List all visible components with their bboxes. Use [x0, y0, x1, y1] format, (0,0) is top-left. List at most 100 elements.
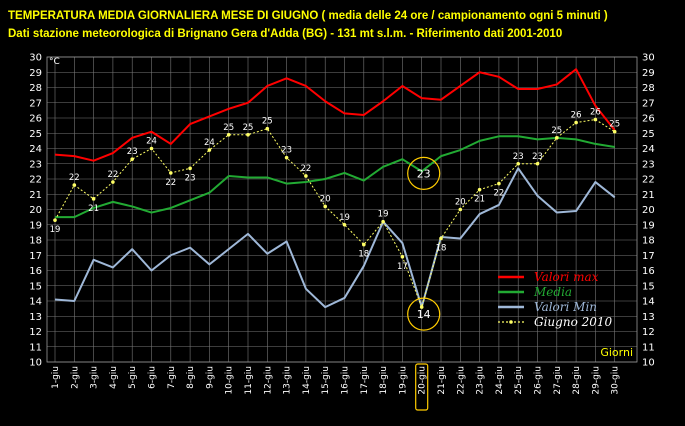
x-tick-label: 2-giu [70, 366, 80, 389]
data-point-giugno2010 [555, 136, 559, 140]
legend-label-giugno2010: Giugno 2010 [534, 315, 613, 329]
x-tick-label: 20-giu [418, 366, 428, 395]
data-point-giugno2010 [323, 204, 328, 209]
y-tick-label-left: 23 [29, 159, 42, 170]
x-tick-label: 15-giu [321, 366, 331, 395]
x-tick-label: 19-giu [398, 366, 408, 395]
x-tick-label: 12-giu [263, 366, 273, 395]
y-tick-label-left: 21 [29, 190, 42, 201]
y-tick-label-left: 16 [29, 266, 42, 277]
x-tick-label: 1-giu [51, 366, 61, 389]
callout-circle [407, 297, 441, 331]
y-tick-label-right: 17 [642, 251, 655, 262]
y-tick-label-left: 19 [29, 220, 42, 231]
data-label: 22 [69, 173, 80, 183]
x-tick-label: 17-giu [360, 366, 370, 395]
x-tick-label: 18-giu [379, 366, 389, 395]
x-tick-label: 8-giu [186, 366, 196, 389]
data-label: 25 [223, 123, 234, 133]
y-tick-label-right: 12 [642, 327, 655, 338]
y-tick-label-right: 20 [642, 205, 655, 216]
data-point-giugno2010 [535, 161, 540, 166]
y-tick-label-right: 26 [642, 114, 655, 125]
x-tick-label: 7-giu [167, 366, 177, 389]
y-tick-label-left: 29 [29, 68, 42, 79]
data-point-giugno2010 [53, 218, 57, 222]
x-tick-label: 29-giu [591, 366, 601, 395]
y-tick-label-right: 21 [642, 190, 655, 201]
x-tick-label: 13-giu [283, 366, 293, 395]
series-line-min [54, 167, 616, 309]
data-label: 22 [165, 178, 176, 188]
data-label: 23 [127, 147, 138, 157]
y-tick-label-left: 24 [29, 144, 42, 155]
data-point-giugno2010 [91, 197, 96, 201]
y-tick-label-right: 16 [642, 266, 655, 277]
data-label: 23 [185, 173, 196, 183]
y-tick-label-left: 26 [29, 114, 42, 125]
data-point-giugno2010 [265, 126, 270, 131]
x-tick-label: 22-giu [456, 366, 466, 395]
data-point-giugno2010 [477, 187, 482, 192]
series-line-media [55, 135, 615, 219]
data-label: 25 [609, 120, 620, 130]
y-tick-label-right: 19 [642, 220, 655, 231]
legend-label-media: Media [533, 285, 572, 299]
y-tick-label-right: 18 [642, 236, 655, 247]
data-label: 18 [436, 243, 447, 253]
y-tick-label-left: 20 [29, 205, 42, 216]
callout-value: 23 [417, 167, 431, 180]
x-tick-label: 23-giu [476, 366, 486, 395]
data-label: 26 [590, 108, 601, 118]
y-tick-label-left: 15 [29, 281, 42, 292]
data-label: 22 [493, 189, 504, 199]
y-tick-label-right: 30 [642, 53, 655, 64]
callout-circle [407, 156, 441, 190]
legend-label-min: Valori Min [534, 300, 597, 314]
unit-label: °C [49, 57, 60, 67]
data-point-giugno2010 [226, 132, 231, 137]
y-tick-label-left: 12 [29, 327, 42, 338]
x-axis-label: Giorni [600, 346, 633, 359]
data-point-giugno2010 [458, 207, 463, 212]
y-tick-label-right: 24 [642, 144, 655, 155]
data-label: 19 [50, 225, 61, 235]
y-tick-label-left: 27 [29, 98, 42, 109]
data-label: 23 [513, 152, 524, 162]
data-label: 21 [88, 204, 99, 214]
legend-marker [509, 320, 513, 324]
y-tick-label-left: 17 [29, 251, 42, 262]
chart-title: TEMPERATURA MEDIA GIORNALIERA MESE DI GI… [8, 10, 608, 22]
data-point-giugno2010 [207, 148, 212, 152]
x-tick-label: 25-giu [514, 366, 524, 395]
data-label: 23 [281, 146, 292, 156]
data-label: 25 [551, 126, 562, 136]
data-point-giugno2010 [439, 236, 443, 241]
data-point-giugno2010 [574, 120, 578, 125]
data-point-giugno2010 [130, 157, 134, 161]
data-label: 26 [571, 111, 582, 121]
y-tick-label-right: 10 [642, 358, 655, 369]
data-label: 18 [358, 250, 369, 260]
y-tick-label-right: 23 [642, 159, 655, 170]
data-point-giugno2010 [381, 219, 385, 224]
series-line-giugno2010 [54, 119, 615, 308]
x-tick-label: 24-giu [495, 366, 505, 395]
y-tick-label-left: 18 [29, 236, 42, 247]
y-tick-label-right: 11 [642, 342, 655, 353]
x-tick-label: 21-giu [437, 366, 447, 395]
x-tick-label: 14-giu [302, 366, 312, 395]
x-tick-label: 3-giu [90, 366, 100, 389]
data-point-giugno2010 [419, 305, 424, 309]
x-tick-label: 26-giu [534, 366, 544, 395]
plot-area [46, 56, 638, 363]
data-label: 20 [455, 198, 466, 208]
data-label: 17 [397, 262, 408, 272]
data-point-giugno2010 [72, 183, 77, 187]
data-point-giugno2010 [497, 181, 501, 186]
callout-value: 14 [417, 308, 431, 321]
x-tick-label: 28-giu [572, 366, 582, 395]
y-tick-label-left: 13 [29, 312, 42, 323]
